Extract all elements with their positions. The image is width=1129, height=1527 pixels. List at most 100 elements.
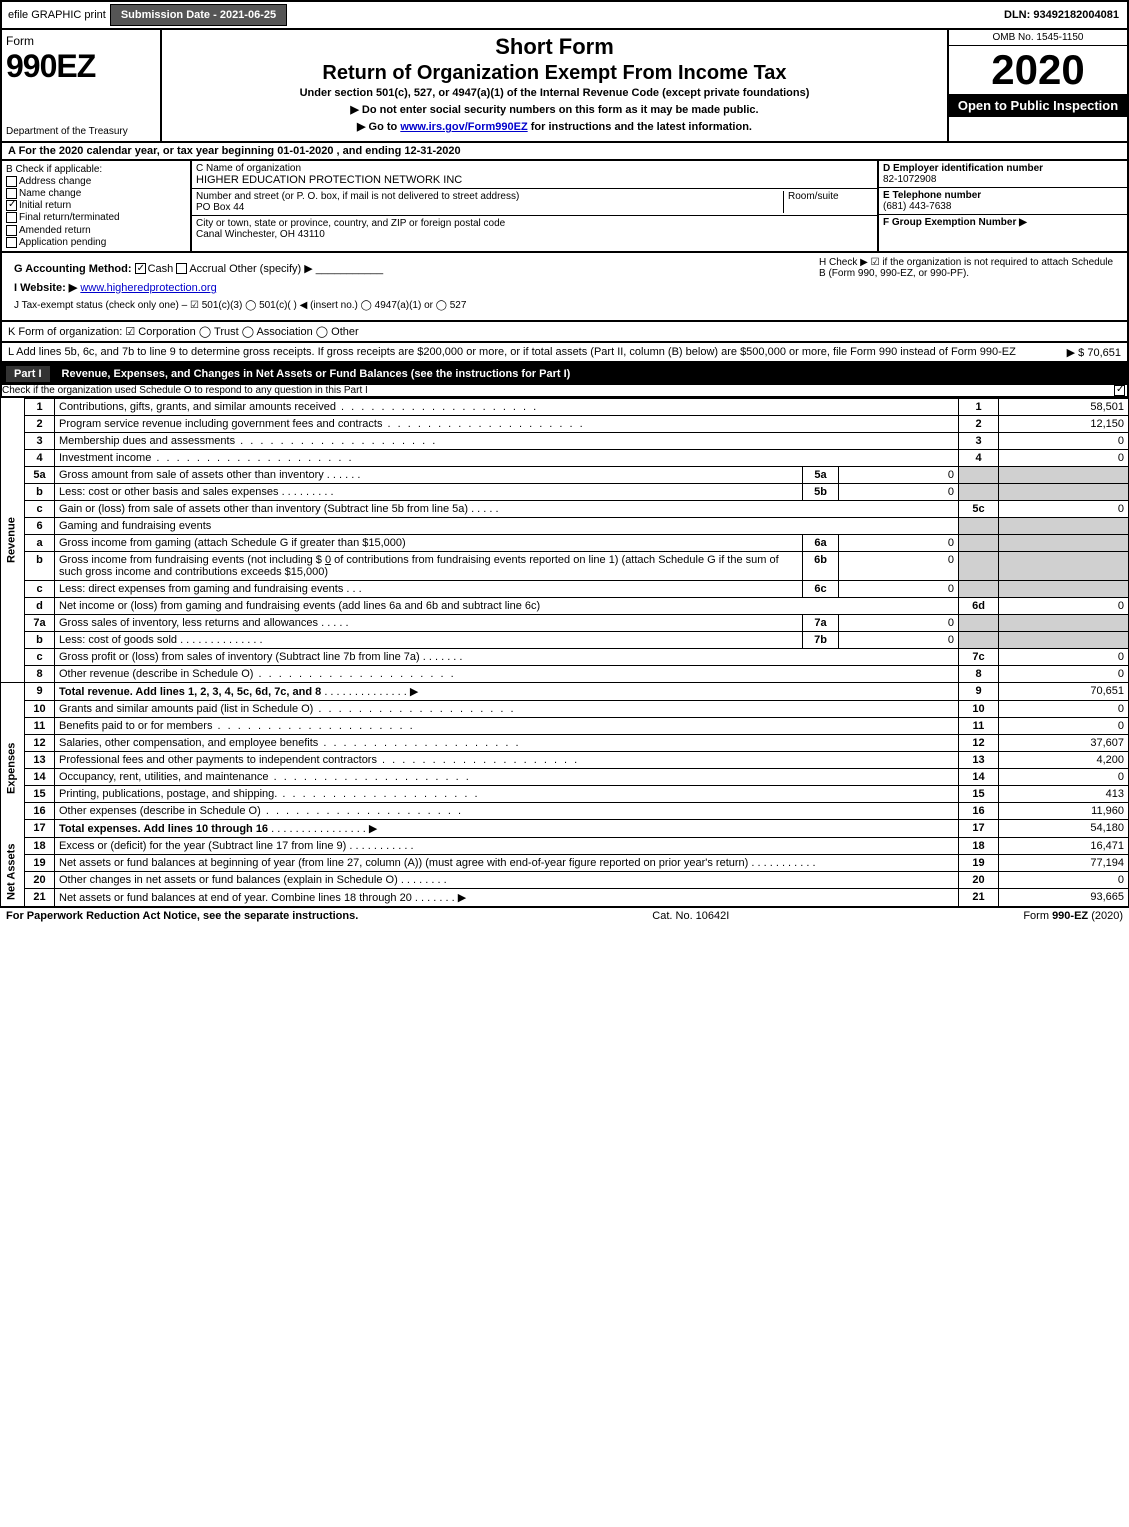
line2-ref: 2 xyxy=(959,415,999,432)
c-city-label: City or town, state or province, country… xyxy=(196,218,873,229)
k-row: K Form of organization: ☑ Corporation ◯ … xyxy=(0,322,1129,343)
phone-value: (681) 443-7638 xyxy=(883,201,1123,212)
topbar: efile GRAPHIC print Submission Date - 20… xyxy=(0,0,1129,30)
irs-link[interactable]: www.irs.gov/Form990EZ xyxy=(400,121,527,133)
j-row: J Tax-exempt status (check only one) – ☑… xyxy=(8,297,1121,314)
org-name: HIGHER EDUCATION PROTECTION NETWORK INC xyxy=(196,174,873,186)
h-box: H Check ▶ ☑ if the organization is not r… xyxy=(819,257,1119,279)
room-suite-label: Room/suite xyxy=(783,191,873,213)
line11-val: 0 xyxy=(999,717,1129,734)
line7a-desc: Gross sales of inventory, less returns a… xyxy=(59,617,318,629)
line12-ref: 12 xyxy=(959,734,999,751)
line6a-subval: 0 xyxy=(839,534,959,551)
line7a-sub: 7a xyxy=(803,614,839,631)
line7b-sub: 7b xyxy=(803,631,839,648)
line17-ref: 17 xyxy=(959,819,999,837)
e-label: E Telephone number xyxy=(883,190,1123,201)
cash-label: Cash xyxy=(148,263,174,275)
line4-val: 0 xyxy=(999,449,1129,466)
goto-pre: ▶ Go to xyxy=(357,121,400,133)
line20-val: 0 xyxy=(999,871,1129,888)
f-label: F Group Exemption Number ▶ xyxy=(883,217,1123,228)
line17-arrow: ▶ xyxy=(369,823,377,835)
line1-ref: 1 xyxy=(959,398,999,415)
initial-return-check[interactable] xyxy=(6,200,17,211)
line6b-sub: 6b xyxy=(803,551,839,580)
line19-desc: Net assets or fund balances at beginning… xyxy=(59,857,748,869)
website-link[interactable]: www.higheredprotection.org xyxy=(80,282,216,294)
line11-desc: Benefits paid to or for members xyxy=(59,720,212,732)
line12-val: 37,607 xyxy=(999,734,1129,751)
line7b-subval: 0 xyxy=(839,631,959,648)
form-number: 990EZ xyxy=(6,48,156,85)
dept-treasury: Department of the Treasury xyxy=(6,126,156,137)
line9-ref: 9 xyxy=(959,682,999,700)
cash-check[interactable] xyxy=(135,263,146,274)
line20-ref: 20 xyxy=(959,871,999,888)
line21-desc: Net assets or fund balances at end of ye… xyxy=(59,892,412,904)
i-label: I Website: ▶ xyxy=(14,282,77,294)
line21-ref: 21 xyxy=(959,888,999,906)
name-change-check[interactable] xyxy=(6,188,17,199)
submission-date-button[interactable]: Submission Date - 2021-06-25 xyxy=(110,4,287,26)
app-pending-label: Application pending xyxy=(19,237,106,248)
efile-label: efile GRAPHIC print xyxy=(8,9,106,21)
return-title: Return of Organization Exempt From Incom… xyxy=(170,62,939,85)
line2-desc: Program service revenue including govern… xyxy=(59,418,382,430)
open-public: Open to Public Inspection xyxy=(949,94,1127,117)
line13-val: 4,200 xyxy=(999,751,1129,768)
line1-val: 58,501 xyxy=(999,398,1129,415)
line2-val: 12,150 xyxy=(999,415,1129,432)
l-row: L Add lines 5b, 6c, and 7b to line 9 to … xyxy=(0,343,1129,363)
line15-ref: 15 xyxy=(959,785,999,802)
c-name-label: C Name of organization xyxy=(196,163,873,174)
omb-number: OMB No. 1545-1150 xyxy=(949,30,1127,46)
l-text: L Add lines 5b, 6c, and 7b to line 9 to … xyxy=(8,346,1016,358)
final-return-check[interactable] xyxy=(6,212,17,223)
g-label: G Accounting Method: xyxy=(14,263,132,275)
c-addr-label: Number and street (or P. O. box, if mail… xyxy=(196,191,783,202)
line18-val: 16,471 xyxy=(999,837,1129,854)
final-return-label: Final return/terminated xyxy=(19,213,120,224)
schedule-o-check[interactable] xyxy=(1114,385,1125,396)
schedule-o-row: Check if the organization used Schedule … xyxy=(0,385,1129,398)
accrual-label: Accrual xyxy=(189,263,226,275)
line3-ref: 3 xyxy=(959,432,999,449)
line7c-ref: 7c xyxy=(959,648,999,665)
line17-val: 54,180 xyxy=(999,819,1129,837)
line6b-pre: Gross income from fundraising events (no… xyxy=(59,554,325,566)
line5c-ref: 5c xyxy=(959,500,999,517)
part1-header: Part I Revenue, Expenses, and Changes in… xyxy=(0,363,1129,385)
line5a-sub: 5a xyxy=(803,466,839,483)
ein-value: 82-1072908 xyxy=(883,174,1123,185)
line11-ref: 11 xyxy=(959,717,999,734)
name-change-label: Name change xyxy=(19,188,81,199)
line20-desc: Other changes in net assets or fund bala… xyxy=(59,874,398,886)
tax-year: 2020 xyxy=(949,46,1127,94)
line13-ref: 13 xyxy=(959,751,999,768)
amended-label: Amended return xyxy=(19,225,91,236)
addr-change-label: Address change xyxy=(19,176,91,187)
line7c-val: 0 xyxy=(999,648,1129,665)
line5a-desc: Gross amount from sale of assets other t… xyxy=(59,469,324,481)
app-pending-check[interactable] xyxy=(6,237,17,248)
line14-ref: 14 xyxy=(959,768,999,785)
line8-val: 0 xyxy=(999,665,1129,682)
line6c-subval: 0 xyxy=(839,580,959,597)
lines-table: Revenue 1 Contributions, gifts, grants, a… xyxy=(0,398,1129,907)
amended-check[interactable] xyxy=(6,225,17,236)
line10-desc: Grants and similar amounts paid (list in… xyxy=(59,703,313,715)
addr-change-check[interactable] xyxy=(6,176,17,187)
line1-desc: Contributions, gifts, grants, and simila… xyxy=(59,401,336,413)
line6c-desc: Less: direct expenses from gaming and fu… xyxy=(59,583,343,595)
schedule-o-text: Check if the organization used Schedule … xyxy=(2,385,368,396)
line3-desc: Membership dues and assessments xyxy=(59,435,235,447)
accrual-check[interactable] xyxy=(176,263,187,274)
line16-ref: 16 xyxy=(959,802,999,819)
line5b-desc: Less: cost or other basis and sales expe… xyxy=(59,486,279,498)
initial-return-label: Initial return xyxy=(19,200,71,211)
revenue-side-label: Revenue xyxy=(1,398,25,682)
line9-desc: Total revenue. Add lines 1, 2, 3, 4, 5c,… xyxy=(59,686,321,698)
line10-ref: 10 xyxy=(959,700,999,717)
line15-desc: Printing, publications, postage, and shi… xyxy=(59,788,277,800)
